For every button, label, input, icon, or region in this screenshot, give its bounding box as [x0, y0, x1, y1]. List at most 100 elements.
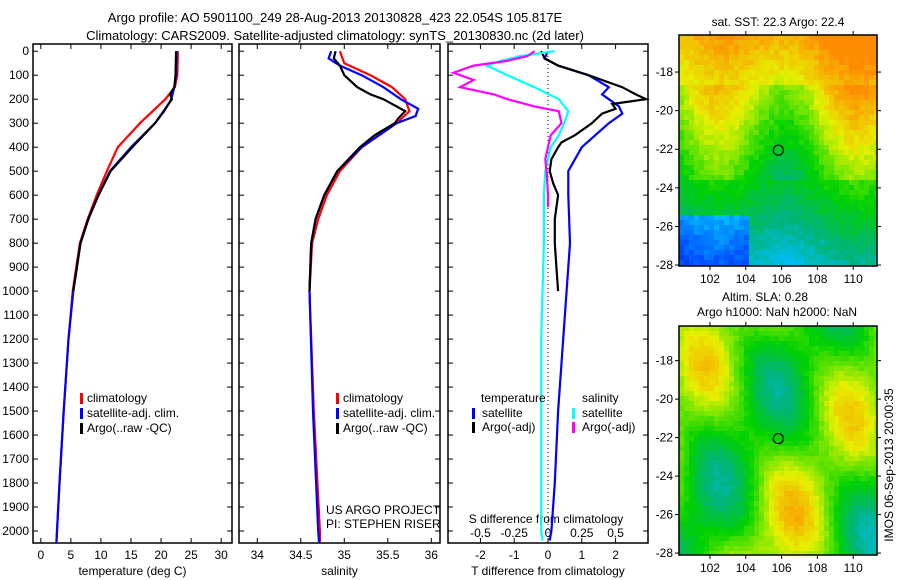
lon-tick-label: 108 — [807, 272, 827, 286]
y-tick-label: 400 — [9, 140, 29, 154]
legend-swatch — [336, 408, 339, 419]
lon-tick-label: 104 — [736, 272, 756, 286]
lon-tick-label: 102 — [700, 272, 720, 286]
legend-label: climatology — [87, 391, 147, 405]
map-image — [679, 35, 877, 266]
x-tick-label: 1 — [578, 548, 585, 562]
lat-tick-label: -20 — [656, 104, 674, 118]
argo-location-marker — [772, 144, 784, 156]
lat-tick-label: -18 — [656, 354, 674, 368]
x-tick-label: 0 — [545, 548, 552, 562]
legend-swatch — [572, 422, 575, 433]
y-tick-label: 100 — [9, 68, 29, 82]
legend-swatch — [80, 423, 83, 434]
project-annotation: US ARGO PROJECT — [326, 503, 441, 517]
series-line-s-satellite — [484, 50, 570, 541]
y-tick-label: 1500 — [2, 404, 29, 418]
y-tick-label: 500 — [9, 164, 29, 178]
x-tick-label: 15 — [124, 548, 138, 562]
series-line-argo-raw-qc- — [72, 51, 178, 292]
map-title: Altim. SLA: 0.28 — [722, 290, 808, 304]
s-tick-label: 0.25 — [570, 526, 594, 540]
lat-tick-label: -26 — [656, 219, 674, 233]
legend-swatch — [472, 422, 475, 433]
y-tick-label: 1000 — [2, 284, 29, 298]
y-tick-label: 1300 — [2, 356, 29, 370]
y-tick-label: 900 — [9, 260, 29, 274]
plot-frame — [238, 43, 441, 544]
y-tick-label: 1200 — [2, 332, 29, 346]
lat-tick-label: -20 — [656, 392, 674, 406]
x-tick-label: 34 — [251, 548, 265, 562]
legend-label: climatology — [343, 391, 403, 405]
series-line-argo-raw-qc- — [308, 50, 407, 292]
map-subtitle: Argo h1000: NaN h2000: NaN — [697, 305, 857, 319]
legend-swatch — [80, 393, 83, 404]
x-tick-label: 5 — [68, 548, 75, 562]
y-tick-label: 700 — [9, 212, 29, 226]
x-tick-label: 35.5 — [376, 548, 400, 562]
x-tick-label: 34.5 — [289, 548, 313, 562]
lat-tick-label: -28 — [656, 546, 674, 560]
argo-location-marker — [772, 432, 784, 445]
temperature-panel: 0 5 10 15 20 25 30 temperature (deg C) 0 100 200 30… — [2, 43, 233, 578]
lat-tick-label: -24 — [656, 181, 674, 195]
lon-tick-label: 106 — [772, 272, 792, 286]
s-tick-label: -0.5 — [470, 526, 491, 540]
lon-tick-label: 106 — [772, 561, 792, 575]
lon-tick-label: 104 — [736, 561, 756, 575]
map-frame — [678, 325, 878, 556]
legend-header-salinity: salinity — [582, 391, 619, 405]
s-tick-label: -0.25 — [501, 526, 529, 540]
plot-frame — [32, 43, 233, 544]
series-line-satellite-adj-clim- — [308, 50, 420, 544]
side-stamp: IMOS 06-Sep-2013 20:00:35 — [882, 388, 896, 542]
y-tick-label: 1700 — [2, 452, 29, 466]
lon-tick-label: 110 — [844, 561, 863, 575]
legend-swatch — [80, 408, 83, 419]
x-axis-label: temperature (deg C) — [78, 564, 186, 578]
map-image — [679, 326, 877, 555]
lat-tick-label: -22 — [656, 431, 674, 445]
s-axis-label: S difference from climatology — [469, 512, 624, 526]
lon-tick-label: 102 — [700, 561, 720, 575]
legend-label: satellite — [482, 406, 523, 420]
legend-label: Argo(-adj) — [482, 420, 535, 434]
x-tick-label: 0 — [37, 548, 44, 562]
legend-label: satellite-adj. clim. — [87, 406, 179, 420]
x-tick-label: -2 — [475, 548, 486, 562]
lat-tick-label: -22 — [656, 142, 674, 156]
legend-swatch — [472, 408, 475, 419]
x-tick-label: 2 — [612, 548, 619, 562]
series-line-satellite-adj-clim- — [55, 51, 178, 544]
legend-label: Argo(..raw -QC) — [343, 421, 428, 435]
x-axis-label: salinity — [321, 564, 358, 578]
lat-tick-label: -18 — [656, 65, 674, 79]
lat-tick-label: -24 — [656, 469, 674, 483]
y-tick-label: 1800 — [2, 476, 29, 490]
y-tick-label: 1600 — [2, 428, 29, 442]
y-tick-label: 1100 — [3, 308, 29, 322]
x-tick-label: 10 — [94, 548, 108, 562]
title-line1: Argo profile: AO 5901100_249 28-Aug-2013… — [108, 10, 563, 25]
x-tick-label: 25 — [184, 548, 198, 562]
y-tick-label: 200 — [9, 92, 29, 106]
y-tick-label: 2000 — [2, 524, 29, 538]
title-line2: Climatology: CARS2009. Satellite-adjuste… — [86, 28, 584, 43]
lat-tick-label: -28 — [656, 258, 674, 272]
lon-tick-label: 110 — [844, 272, 863, 286]
x-tick-label: 20 — [154, 548, 168, 562]
legend-swatch — [336, 393, 339, 404]
y-tick-label: 600 — [9, 188, 29, 202]
y-tick-label: 300 — [9, 116, 29, 130]
difference-panel: -2 -1 0 1 2 T difference from climatology -0.5… — [447, 43, 650, 578]
project-annotation: PI: STEPHEN RISER — [326, 517, 441, 531]
s-tick-label: 0 — [545, 526, 552, 540]
sst-map-panel: 102 104 106 108 110 -18 -20 -22 -24 -26 -28 sat. SS… — [656, 15, 881, 286]
legend-label: satellite-adj. clim. — [343, 406, 435, 420]
y-tick-label: 0 — [22, 44, 29, 58]
lon-tick-label: 108 — [807, 561, 827, 575]
series-line-climatology — [55, 51, 179, 544]
legend-label: Argo(-adj) — [582, 420, 635, 434]
map-frame — [678, 34, 878, 267]
